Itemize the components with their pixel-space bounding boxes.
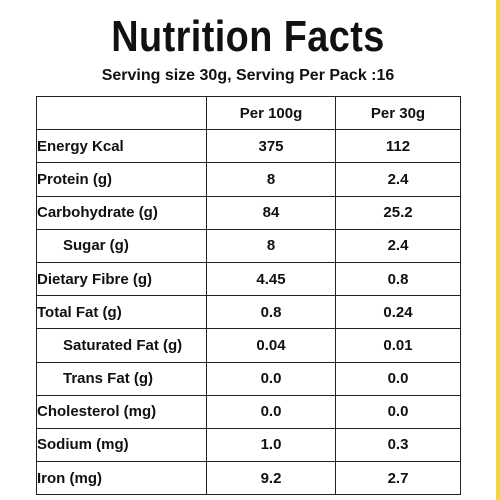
value-per-30g: 25.2 <box>335 195 461 230</box>
value-per-30g: 0.0 <box>335 361 461 396</box>
value-per-100g: 0.8 <box>206 295 336 330</box>
nutrient-name: Trans Fat (g) <box>36 361 207 396</box>
nutrient-name: Protein (g) <box>36 162 207 197</box>
table-row: Carbohydrate (g) 84 25.2 <box>36 195 461 230</box>
nutrient-name: Carbohydrate (g) <box>36 195 207 230</box>
table-row: Iron (mg) 9.2 2.7 <box>36 461 461 496</box>
table-row: Trans Fat (g) 0.0 0.0 <box>36 361 461 396</box>
table-row: Cholesterol (mg) 0.0 0.0 <box>36 394 461 429</box>
value-per-100g: 84 <box>206 195 336 230</box>
nutrient-name: Cholesterol (mg) <box>36 394 207 429</box>
page-title: Nutrition Facts <box>111 12 385 61</box>
value-per-100g: 4.45 <box>206 261 336 297</box>
nutrient-name: Saturated Fat (g) <box>36 328 207 363</box>
table-header-row: Per 100g Per 30g <box>36 95 461 131</box>
table-row: Total Fat (g) 0.8 0.24 <box>36 295 461 330</box>
value-per-100g: 8 <box>206 228 336 263</box>
value-per-100g: 8 <box>206 162 336 197</box>
nutrient-name: Sugar (g) <box>36 228 207 263</box>
value-per-100g: 9.2 <box>206 461 336 496</box>
value-per-30g: 0.3 <box>335 427 461 463</box>
value-per-30g: 112 <box>335 129 461 164</box>
table-row: Saturated Fat (g) 0.04 0.01 <box>36 328 461 363</box>
nutrient-name: Energy Kcal <box>36 129 207 164</box>
value-per-100g: 0.0 <box>206 361 336 396</box>
header-per-100g: Per 100g <box>206 95 336 131</box>
value-per-100g: 375 <box>206 129 336 164</box>
header-per-30g: Per 30g <box>335 95 461 131</box>
value-per-30g: 0.24 <box>335 295 461 330</box>
serving-info: Serving size 30g, Serving Per Pack :16 <box>101 67 395 84</box>
value-per-100g: 1.0 <box>206 427 336 463</box>
nutrient-name: Sodium (mg) <box>36 427 207 463</box>
value-per-30g: 0.01 <box>335 328 461 363</box>
value-per-30g: 2.4 <box>335 228 461 263</box>
table-row: Dietary Fibre (g) 4.45 0.8 <box>36 261 461 297</box>
label-edge <box>496 0 500 500</box>
value-per-30g: 0.8 <box>335 261 461 297</box>
nutrient-name: Iron (mg) <box>36 461 207 496</box>
table-row: Sugar (g) 8 2.4 <box>36 228 461 263</box>
table-row: Sodium (mg) 1.0 0.3 <box>36 427 461 463</box>
table-row: Energy Kcal 375 112 <box>36 129 461 164</box>
value-per-30g: 0.0 <box>335 394 461 429</box>
value-per-30g: 2.4 <box>335 162 461 197</box>
value-per-30g: 2.7 <box>335 461 461 496</box>
nutrition-table: Per 100g Per 30g Energy Kcal 375 112 Pro… <box>36 95 461 496</box>
value-per-100g: 0.0 <box>206 394 336 429</box>
nutrient-name: Dietary Fibre (g) <box>36 261 207 297</box>
header-nutrient <box>36 95 207 131</box>
nutrient-name: Total Fat (g) <box>36 295 207 330</box>
table-row: Protein (g) 8 2.4 <box>36 162 461 197</box>
value-per-100g: 0.04 <box>206 328 336 363</box>
